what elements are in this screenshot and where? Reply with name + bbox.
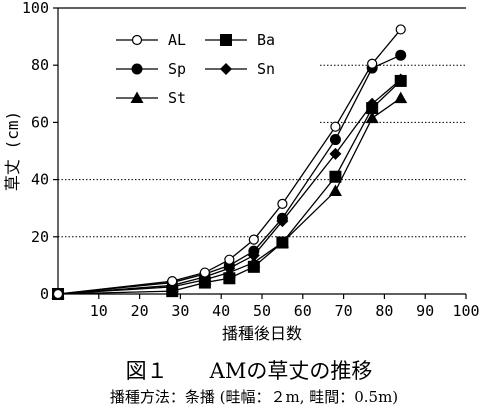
data-point-sn-3	[223, 262, 236, 275]
data-point-ba-4	[247, 260, 260, 273]
x-tick-label-60: 60	[294, 302, 312, 320]
y-tick-label-100: 100	[22, 0, 49, 17]
x-tick-label-30: 30	[171, 302, 189, 320]
y-tick-label-0: 0	[40, 285, 49, 303]
series-layer	[51, 24, 408, 300]
legend-label-sp: Sp	[168, 60, 186, 78]
data-point-al-0	[52, 288, 64, 300]
legend-item-sn: Sn	[205, 60, 275, 78]
x-tick-label-50: 50	[253, 302, 271, 320]
legend-label-sn: Sn	[257, 60, 275, 78]
data-point-st-6	[328, 184, 342, 197]
legend-item-ba: Ba	[205, 31, 275, 49]
y-tick-label-60: 60	[31, 113, 49, 131]
y-tick-label-40: 40	[31, 171, 49, 189]
data-point-al-6	[330, 121, 341, 132]
legend-marker-ba	[220, 34, 232, 46]
data-point-sn-5	[276, 215, 289, 228]
legend-item-sp: Sp	[116, 60, 186, 78]
data-point-al-2	[199, 267, 210, 278]
legend-item-al: AL	[116, 31, 186, 49]
data-point-sn-8	[394, 73, 407, 86]
x-tick-label-10: 10	[90, 302, 108, 320]
data-point-al-5	[277, 198, 288, 210]
x-tick-label-40: 40	[212, 302, 230, 320]
x-tick-label-70: 70	[335, 302, 353, 320]
data-point-sn-4	[247, 249, 260, 262]
data-point-al-7	[367, 58, 378, 69]
x-tick-label-80: 80	[375, 302, 393, 320]
legend-item-st: St	[116, 89, 186, 107]
data-point-sn-7	[366, 97, 379, 110]
tick-labels: 0 20 40 60 80 100 10 20 30 40 50 60 70 80 90 100	[22, 0, 480, 320]
legend-marker-al	[131, 34, 143, 46]
x-tick-label-90: 90	[416, 302, 434, 320]
data-point-al-1	[167, 276, 178, 287]
data-point-al-4	[248, 234, 259, 245]
legend-label-al: AL	[168, 31, 186, 49]
legend-label-st: St	[168, 89, 186, 107]
grid-lines	[58, 64, 466, 238]
series-al	[52, 24, 406, 300]
x-tick-label-20: 20	[131, 302, 149, 320]
data-point-ba-5	[276, 236, 289, 249]
legend: AL Sp St Ba Sn	[116, 31, 275, 107]
series-sn	[52, 73, 407, 300]
x-axis-title: 播種後日数	[222, 324, 302, 343]
legend-marker-sp	[131, 63, 143, 75]
data-point-sp-6	[329, 134, 341, 146]
legend-marker-st	[130, 91, 144, 103]
data-point-st-8	[394, 91, 408, 104]
data-point-al-3	[224, 254, 235, 265]
legend-marker-sn	[220, 63, 232, 75]
data-point-sp-8	[395, 49, 407, 61]
figure-subtitle: 播種方法：条播 (畦幅：２m, 畦間：0.5m)	[110, 388, 398, 406]
y-axis-title: 草丈 (cm)	[3, 111, 22, 191]
figure-title: 図１ AMの草丈の推移	[126, 359, 373, 383]
data-point-ba-3	[223, 272, 236, 285]
data-point-ba-6	[329, 170, 342, 183]
x-tick-label-100: 100	[452, 302, 479, 320]
y-tick-label-20: 20	[31, 228, 49, 246]
data-point-al-8	[395, 24, 406, 35]
y-tick-label-80: 80	[31, 56, 49, 74]
data-point-st-7	[365, 111, 379, 124]
data-point-sn-6	[329, 147, 342, 160]
legend-label-ba: Ba	[257, 31, 275, 49]
